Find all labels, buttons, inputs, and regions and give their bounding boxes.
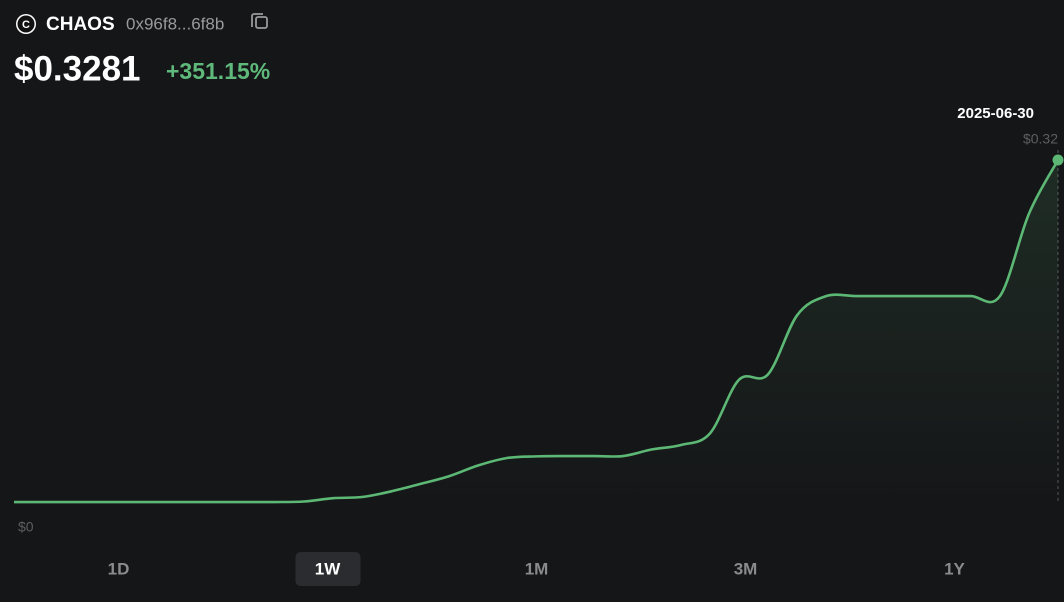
price: $0.3281 <box>14 49 141 88</box>
price-line <box>14 159 1060 504</box>
area <box>14 160 1058 503</box>
token-icon-letter: C <box>22 19 30 31</box>
token-symbol: CHAOS <box>46 14 115 35</box>
y-tick-label: $0.32 <box>1023 131 1058 147</box>
range-tab[interactable]: 1W <box>315 559 341 578</box>
x-label: 2025-06-30 <box>957 105 1034 122</box>
token-address[interactable]: 0x96f8...6f8b <box>126 14 224 33</box>
copy-icon[interactable] <box>251 13 268 29</box>
range-tab[interactable]: 1Y <box>944 559 965 578</box>
range-tab[interactable]: 1M <box>525 559 549 578</box>
plot: $0 $0.32 2025-06-30 <box>14 105 1064 535</box>
last-point <box>1052 154 1064 166</box>
y-tick-label: $0 <box>18 519 34 535</box>
range-tab[interactable]: 1D <box>108 559 130 578</box>
tab-selected-bg <box>295 552 361 586</box>
range-tabs: 1D 1W 1M 3M 1Y <box>108 552 966 586</box>
token-icon-inner <box>17 15 35 33</box>
price-change: +351.15% <box>166 58 270 84</box>
range-tab[interactable]: 3M <box>734 559 758 578</box>
